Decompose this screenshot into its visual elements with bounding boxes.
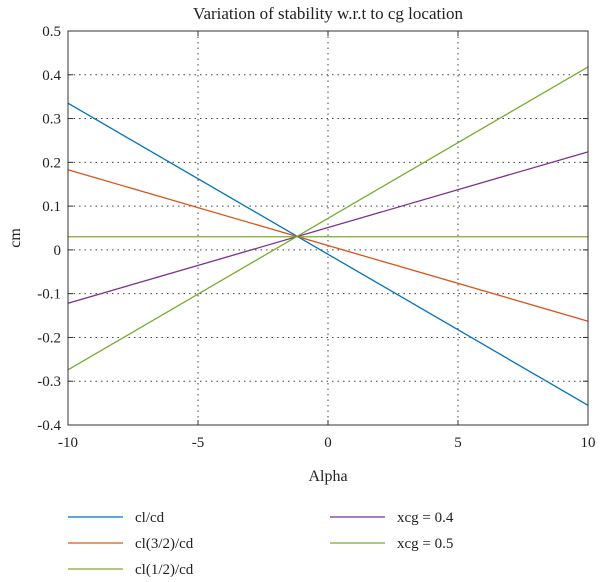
x-tick-label: -5 xyxy=(192,435,205,451)
series-line-4 xyxy=(67,151,589,304)
x-tick-label: 5 xyxy=(454,435,462,451)
plot-series xyxy=(67,66,589,406)
y-tick-label: -0.4 xyxy=(37,418,61,434)
y-axis-ticks: 0.5 0.4 0.3 0.2 0.1 0 -0.1 -0.2 -0.3 -0.4 xyxy=(37,24,588,434)
y-tick-label: 0.5 xyxy=(42,24,61,40)
legend-label: cl/cd xyxy=(135,510,165,526)
y-tick-label: 0.1 xyxy=(42,199,61,215)
legend-label: xcg = 0.4 xyxy=(397,510,454,526)
y-tick-label: 0.4 xyxy=(42,68,61,84)
y-tick-label: 0.2 xyxy=(42,155,61,171)
series-line-1 xyxy=(67,102,589,406)
y-tick-label: 0 xyxy=(54,243,62,259)
x-axis-ticks: -10 -5 0 5 10 xyxy=(58,31,596,451)
y-axis-label: cm xyxy=(7,228,24,248)
y-tick-label: -0.3 xyxy=(37,374,61,390)
legend-label: xcg = 0.5 xyxy=(397,536,453,552)
legend-label: cl(3/2)/cd xyxy=(135,536,194,552)
series-line-2 xyxy=(67,169,589,322)
grid xyxy=(68,31,588,425)
chart-title: Variation of stability w.r.t to cg locat… xyxy=(193,4,463,23)
x-tick-label: 0 xyxy=(324,435,332,451)
x-tick-label: 10 xyxy=(581,435,596,451)
legend: cl/cd cl(3/2)/cd cl(1/2)/cd xcg = 0.4 xcg = … xyxy=(68,510,454,578)
y-tick-label: 0.3 xyxy=(42,112,61,128)
y-tick-label: -0.2 xyxy=(37,330,61,346)
series-line-5 xyxy=(67,66,589,371)
x-axis-label: Alpha xyxy=(308,468,347,485)
legend-label: cl(1/2)/cd xyxy=(135,562,194,578)
y-tick-label: -0.1 xyxy=(37,287,61,303)
x-tick-label: -10 xyxy=(58,435,78,451)
